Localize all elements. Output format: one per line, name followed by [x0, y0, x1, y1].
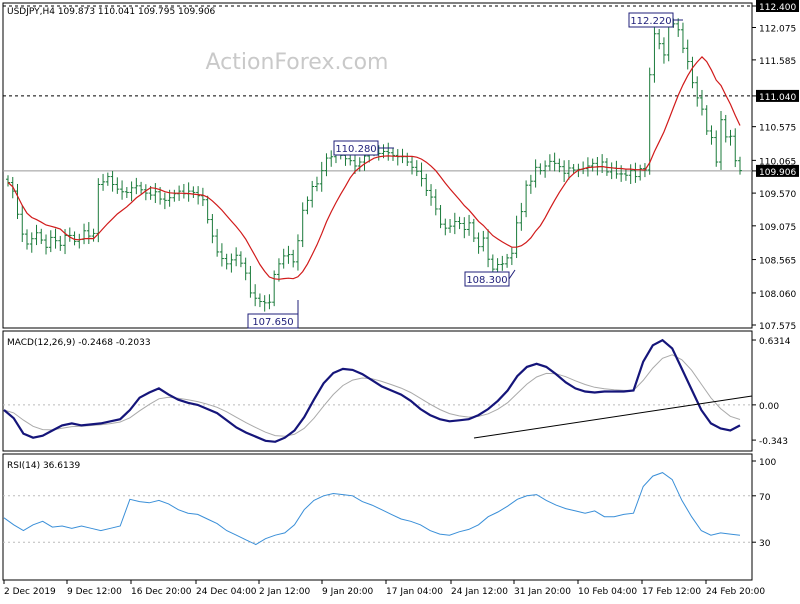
price-tick-label: 109.570 — [759, 190, 796, 200]
macd-trendline — [473, 395, 753, 439]
watermark-text: ActionForex.com — [206, 50, 389, 75]
x-tick-label: 24 Feb 20:00 — [706, 587, 765, 597]
rsi-tick-label: 30 — [759, 539, 771, 549]
callout-label-112220: 112.220 — [630, 16, 671, 27]
rsi-line — [3, 472, 741, 546]
price-tick-label: 108.565 — [759, 257, 796, 267]
rsi-header: RSI(14) 36.6139 — [7, 461, 80, 471]
macd-signal-line — [3, 354, 741, 437]
moving-average-line — [7, 56, 741, 280]
price-tick-label: 112.400 — [759, 3, 796, 13]
macd-header: MACD(12,26,9) -0.2468 -0.2033 — [7, 338, 151, 348]
price-tick-label: 109.075 — [759, 223, 796, 233]
callout-label-107650: 107.650 — [252, 317, 293, 328]
x-tick-label: 10 Feb 04:00 — [578, 587, 637, 597]
x-tick-label: 31 Jan 20:00 — [514, 587, 571, 597]
macd-tick-label: 0.00 — [759, 402, 779, 412]
rsi-tick-label: 100 — [759, 458, 776, 468]
price-header: USDJPY,H4 109.873 110.041 109.795 109.90… — [7, 7, 216, 17]
callout-box — [333, 140, 379, 156]
x-tick-label: 24 Jan 12:00 — [451, 587, 508, 597]
price-tick-label: 107.575 — [759, 322, 796, 332]
callout-connector — [508, 269, 516, 280]
rsi-tick-label: 70 — [759, 493, 771, 503]
x-tick-label: 17 Feb 12:00 — [642, 587, 701, 597]
callout-box — [628, 12, 674, 28]
x-tick-label: 2 Dec 2019 — [4, 587, 56, 597]
price-tick-label: 110.065 — [759, 157, 796, 167]
price-tick-label: 112.075 — [759, 24, 796, 34]
callout-label-108300: 108.300 — [466, 275, 507, 286]
price-level-tag — [756, 164, 799, 177]
panel-frame-2 — [2, 330, 753, 452]
x-tick-label: 17 Jan 04:00 — [386, 587, 443, 597]
x-tick-label: 2 Jan 12:00 — [259, 587, 311, 597]
macd-tick-label: -0.343 — [759, 437, 788, 447]
price-tick-label: 111.040 — [759, 93, 796, 103]
macd-line — [3, 338, 741, 443]
x-tick-label: 16 Dec 20:00 — [131, 587, 192, 597]
price-level-tag — [756, 0, 799, 12]
macd-tick-label: 0.6314 — [759, 337, 791, 347]
x-tick-label: 9 Dec 12:00 — [67, 587, 122, 597]
x-tick-label: 24 Dec 04:00 — [196, 587, 257, 597]
x-tick-label: 9 Jan 20:00 — [322, 587, 374, 597]
price-tick-label: 108.060 — [759, 290, 796, 300]
price-tick-label: 110.575 — [759, 124, 796, 134]
price-tick-label: 109.906 — [759, 168, 796, 178]
callout-box — [464, 271, 510, 287]
price-tick-label: 111.585 — [759, 57, 796, 67]
callout-label-110280: 110.280 — [335, 144, 376, 155]
price-level-tag — [756, 89, 799, 102]
callout-box — [247, 313, 299, 329]
panel-frame-1 — [2, 2, 753, 329]
panel-frame-3 — [2, 453, 753, 581]
